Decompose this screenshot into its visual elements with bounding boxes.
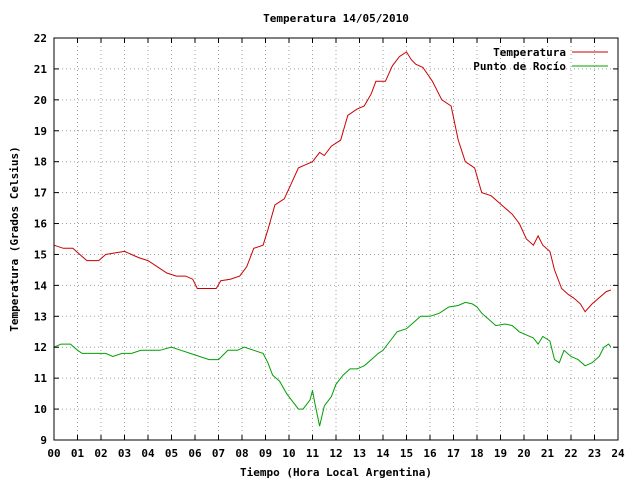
y-tick-label: 14 bbox=[34, 279, 48, 292]
x-axis-label: Tiempo (Hora Local Argentina) bbox=[240, 466, 432, 479]
x-tick-label: 18 bbox=[470, 447, 483, 460]
x-tick-label: 15 bbox=[400, 447, 413, 460]
x-tick-labels: 00 01 02 03 04 05 06 07 08 09 10 11 12 13 14 15 16 17 18 19… bbox=[47, 447, 625, 460]
y-tick-label: 19 bbox=[34, 125, 47, 138]
x-tick-label: 05 bbox=[165, 447, 178, 460]
x-tick-label: 06 bbox=[188, 447, 202, 460]
y-tick-label: 22 bbox=[34, 32, 47, 45]
y-axis-label: Temperatura (Grados Celsius) bbox=[8, 146, 21, 331]
x-tick-label: 24 bbox=[611, 447, 625, 460]
x-tick-label: 21 bbox=[541, 447, 555, 460]
x-tick-label: 12 bbox=[329, 447, 342, 460]
y-tick-labels: 9 10 11 12 13 14 15 16 17 18 19 20 21 22 bbox=[34, 32, 48, 447]
x-tick-label: 22 bbox=[564, 447, 577, 460]
x-tick-label: 10 bbox=[282, 447, 295, 460]
x-tick-label: 19 bbox=[494, 447, 507, 460]
y-tick-label: 21 bbox=[34, 63, 48, 76]
x-tick-label: 11 bbox=[306, 447, 320, 460]
x-tick-label: 23 bbox=[588, 447, 601, 460]
x-tick-label: 00 bbox=[47, 447, 60, 460]
chart-title: Temperatura 14/05/2010 bbox=[263, 12, 409, 25]
y-tick-label: 18 bbox=[34, 156, 47, 169]
legend-label: Punto de Rocío bbox=[473, 60, 566, 73]
grid bbox=[54, 38, 618, 440]
x-tick-label: 01 bbox=[71, 447, 85, 460]
x-tick-label: 09 bbox=[259, 447, 272, 460]
x-tick-label: 04 bbox=[141, 447, 155, 460]
x-tick-label: 08 bbox=[235, 447, 248, 460]
series-line-temperatura bbox=[53, 51, 612, 313]
x-tick-label: 13 bbox=[353, 447, 366, 460]
x-tick-label: 20 bbox=[517, 447, 530, 460]
y-tick-label: 13 bbox=[34, 310, 47, 323]
y-tick-label: 16 bbox=[34, 218, 48, 231]
y-tick-label: 11 bbox=[34, 372, 48, 385]
y-tick-label: 15 bbox=[34, 248, 47, 261]
series-lines bbox=[53, 51, 612, 427]
x-tick-label: 17 bbox=[447, 447, 460, 460]
x-tick-label: 07 bbox=[212, 447, 225, 460]
axis-ticks bbox=[53, 37, 619, 441]
y-tick-label: 9 bbox=[40, 434, 47, 447]
y-tick-label: 12 bbox=[34, 341, 47, 354]
legend-label: Temperatura bbox=[493, 46, 566, 59]
x-tick-label: 14 bbox=[376, 447, 390, 460]
x-tick-label: 16 bbox=[423, 447, 437, 460]
x-tick-label: 02 bbox=[94, 447, 107, 460]
series-line-punto-de-rocio bbox=[53, 301, 612, 427]
x-tick-label: 03 bbox=[118, 447, 131, 460]
y-tick-label: 20 bbox=[34, 94, 47, 107]
y-tick-label: 17 bbox=[34, 187, 47, 200]
y-tick-label: 10 bbox=[34, 403, 47, 416]
